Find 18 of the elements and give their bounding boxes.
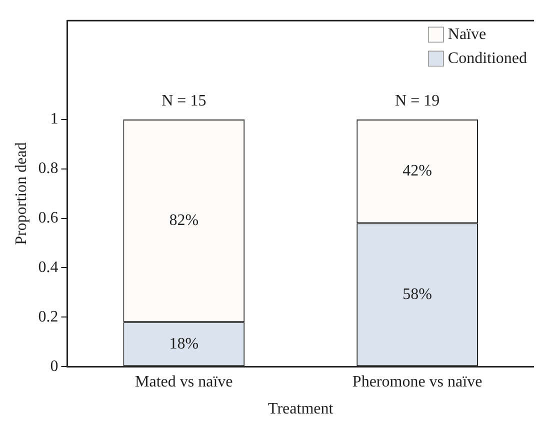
legend-label: Naïve	[448, 26, 486, 43]
data-label: 82%	[169, 212, 199, 229]
data-label: 18%	[169, 335, 199, 352]
y-axis-title: Proportion dead	[12, 142, 30, 245]
y-tick-label: 0.8	[38, 160, 58, 178]
y-tick-label: 1	[50, 110, 58, 128]
y-tick-label: 0.4	[38, 258, 58, 276]
annotation: N = 15	[162, 92, 206, 110]
x-tick-label: Pheromone vs naïve	[352, 373, 482, 390]
y-tick-label: 0	[50, 358, 58, 375]
x-tick-label: Mated vs naïve	[135, 373, 233, 390]
y-tick-label: 0.2	[38, 308, 58, 326]
data-label: 42%	[402, 162, 432, 180]
x-axis-title: Treatment	[268, 400, 334, 418]
data-label: 58%	[402, 286, 432, 303]
legend-label: Conditioned	[448, 50, 527, 67]
annotation: N = 19	[395, 92, 440, 110]
y-tick-label: 0.6	[38, 210, 58, 227]
